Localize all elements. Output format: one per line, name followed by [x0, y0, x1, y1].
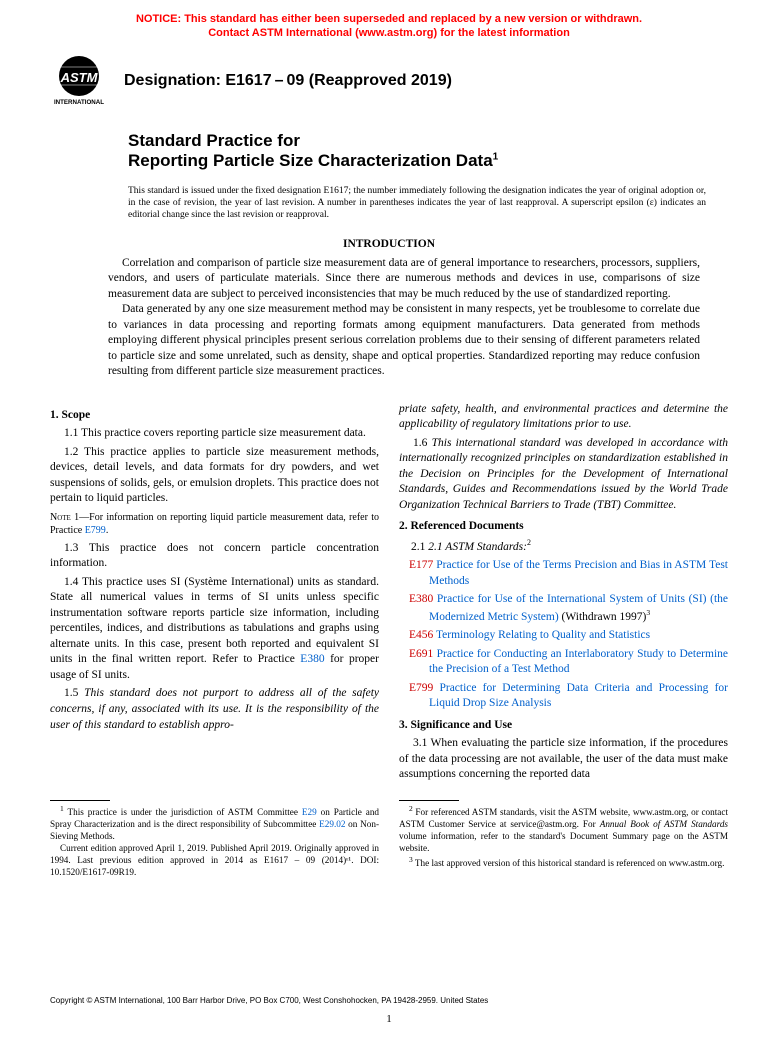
p-3-1: 3.1 When evaluating the particle size in…: [399, 736, 728, 783]
notice-banner: NOTICE: This standard has either been su…: [0, 0, 778, 45]
section-2-head: 2. Referenced Documents: [399, 519, 728, 535]
reference-item: E380 Practice for Use of the Internation…: [399, 592, 728, 625]
ref-title[interactable]: Practice for Determining Data Criteria a…: [429, 682, 728, 710]
ref-title[interactable]: Practice for Use of the Terms Precision …: [429, 559, 728, 587]
fn-1b: Current edition approved April 1, 2019. …: [50, 843, 379, 879]
footnotes: 1 This practice is under the jurisdictio…: [0, 800, 778, 879]
right-column: priate safety, health, and environmental…: [399, 402, 728, 786]
title-block: Standard Practice for Reporting Particle…: [0, 107, 778, 175]
p-1-4: 1.4 This practice uses SI (Système Inter…: [50, 575, 379, 684]
fn-2: 2 For referenced ASTM standards, visit t…: [399, 804, 728, 855]
intro-heading: INTRODUCTION: [0, 228, 778, 256]
ref-code[interactable]: E380: [409, 593, 433, 605]
designation: Designation: E1617 – 09 (Reapproved 2019…: [124, 72, 452, 90]
ref-suffix: (Withdrawn 1997): [559, 611, 647, 623]
intro-p2: Data generated by any one size measureme…: [108, 302, 700, 380]
reference-item: E177 Practice for Use of the Terms Preci…: [399, 558, 728, 589]
fn-3: 3 The last approved version of this hist…: [399, 855, 728, 870]
fn-1: 1 This practice is under the jurisdictio…: [50, 804, 379, 843]
reference-item: E691 Practice for Conducting an Interlab…: [399, 647, 728, 678]
references-list: E177 Practice for Use of the Terms Preci…: [399, 558, 728, 711]
p-1-3: 1.3 This practice does not concern parti…: [50, 541, 379, 572]
link-e799-note[interactable]: E799: [85, 525, 106, 536]
designation-label: Designation: E1617: [124, 72, 272, 90]
p16-text: This international standard was develope…: [399, 437, 728, 511]
s21-sup: 2: [527, 538, 531, 547]
ref-code[interactable]: E691: [409, 648, 433, 660]
ref-title[interactable]: Practice for Conducting an Interlaborato…: [429, 648, 728, 676]
section-2-1: 2.1 2.1 ASTM Standards:2: [399, 538, 728, 555]
intro-body: Correlation and comparison of particle s…: [0, 256, 778, 390]
title-sup: 1: [493, 151, 499, 162]
issued-note: This standard is issued under the fixed …: [0, 175, 778, 228]
title-pre: Standard Practice for: [128, 131, 708, 151]
ref-code[interactable]: E799: [409, 682, 433, 694]
p-1-1: 1.1 This practice covers reporting parti…: [50, 426, 379, 442]
note-1: Note 1—For information on reporting liqu…: [50, 511, 379, 538]
footnote-right: 2 For referenced ASTM standards, visit t…: [399, 800, 728, 879]
logo-subtext: INTERNATIONAL: [54, 99, 104, 106]
p-1-5: 1.5 This standard does not purport to ad…: [50, 686, 379, 733]
astm-logo: ASTM INTERNATIONAL: [48, 55, 110, 107]
intro-p1: Correlation and comparison of particle s…: [108, 256, 700, 303]
link-e29-02[interactable]: E29.02: [319, 819, 345, 829]
link-e380-inline[interactable]: E380: [300, 653, 324, 665]
p-1-5-cont: priate safety, health, and environmental…: [399, 402, 728, 433]
ref-sup: 3: [646, 608, 650, 617]
section-1-head: 1. Scope: [50, 408, 379, 424]
copyright-line: Copyright © ASTM International, 100 Barr…: [50, 996, 488, 1005]
page-number: 1: [0, 1013, 778, 1025]
svg-text:ASTM: ASTM: [60, 70, 99, 85]
reference-item: E799 Practice for Determining Data Crite…: [399, 681, 728, 712]
footnote-left: 1 This practice is under the jurisdictio…: [50, 800, 379, 879]
reference-item: E456 Terminology Relating to Quality and…: [399, 628, 728, 644]
designation-year: 09 (Reapproved 2019): [287, 72, 452, 90]
header-row: ASTM INTERNATIONAL Designation: E1617 – …: [0, 45, 778, 107]
ref-code[interactable]: E456: [409, 629, 433, 641]
ref-code[interactable]: E177: [409, 559, 433, 571]
p-1-6: 1.6 This international standard was deve…: [399, 436, 728, 514]
notice-line1: NOTICE: This standard has either been su…: [136, 13, 642, 25]
p-1-2: 1.2 This practice applies to particle si…: [50, 445, 379, 507]
p15-text: This standard does not purport to addres…: [50, 687, 379, 730]
link-e29[interactable]: E29: [302, 807, 317, 817]
designation-sub: –: [272, 72, 287, 90]
title-main-text: Reporting Particle Size Characterization…: [128, 151, 493, 170]
section-3-head: 3. Significance and Use: [399, 718, 728, 734]
body-columns: 1. Scope 1.1 This practice covers report…: [0, 390, 778, 786]
s21-label: 2.1 ASTM Standards:: [428, 541, 527, 553]
notice-line2: Contact ASTM International (www.astm.org…: [208, 27, 570, 39]
ref-title[interactable]: Terminology Relating to Quality and Stat…: [436, 629, 650, 641]
left-column: 1. Scope 1.1 This practice covers report…: [50, 402, 379, 786]
title-main: Reporting Particle Size Characterization…: [128, 151, 708, 171]
